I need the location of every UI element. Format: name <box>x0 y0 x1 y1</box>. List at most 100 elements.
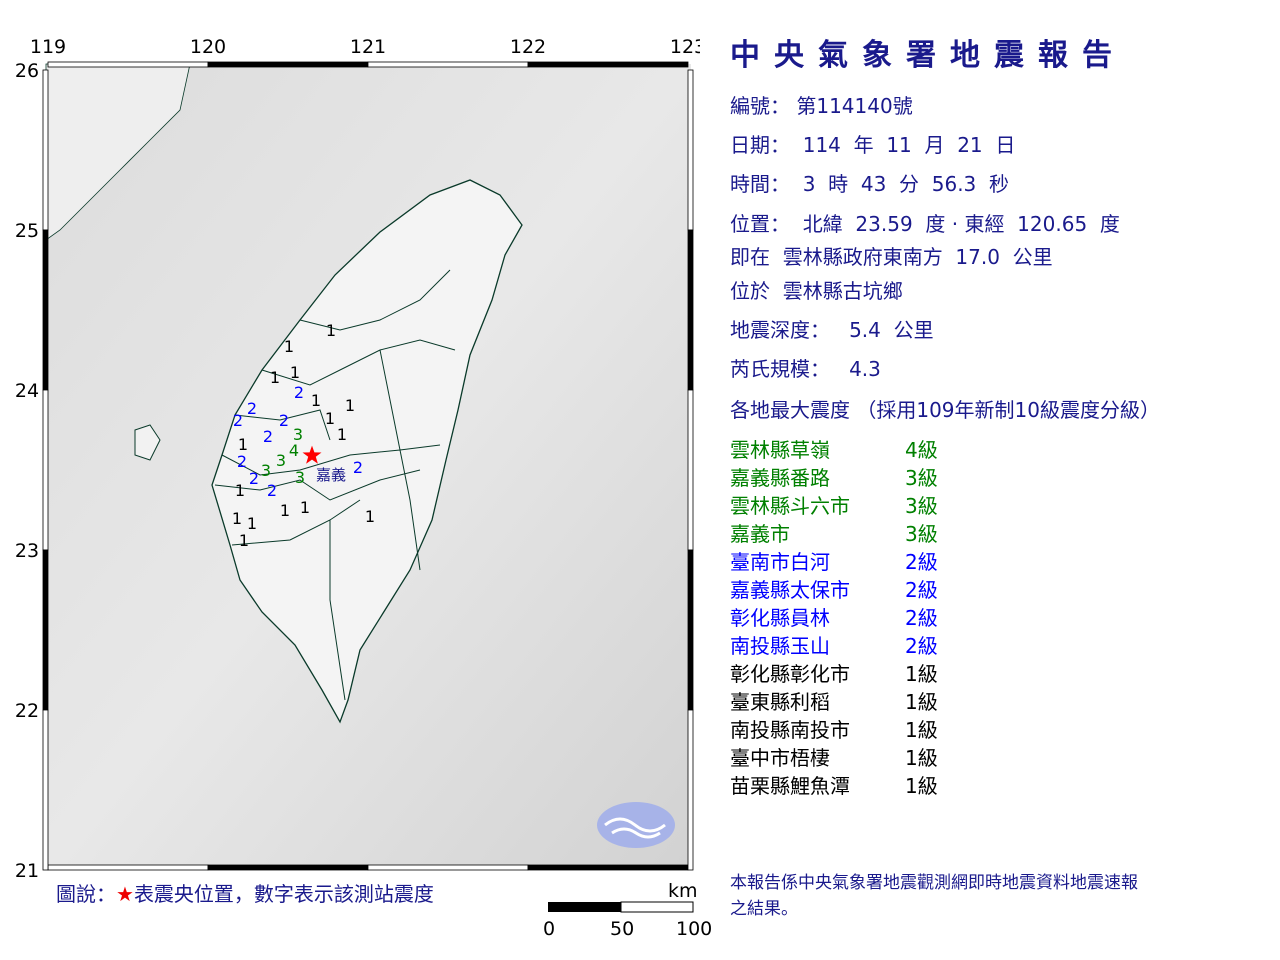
frame-bar-left <box>42 389 49 551</box>
earthquake-map: 119120121122123262524232221 111121112222… <box>15 36 700 913</box>
intensity-row: 彰化縣彰化市 1級 <box>730 658 1030 687</box>
frame-bar-left <box>42 709 49 871</box>
station-intensity: 1 <box>232 509 242 528</box>
lat-tick-label: 23 <box>15 540 39 562</box>
report-position: 位置： 北緯 23.59 度 · 東經 120.65 度 <box>730 212 1120 236</box>
frame-bar-right <box>687 69 694 231</box>
intensity-row: 臺南市白河 2級 <box>730 546 1030 575</box>
penghu-islands <box>134 424 161 461</box>
number-label: 編號： <box>730 94 790 118</box>
city-label-chiayi: 嘉義 <box>316 466 346 484</box>
station-intensity: 1 <box>300 498 310 517</box>
frame-bar-bottom <box>47 864 209 871</box>
star-icon: ★ <box>116 882 134 906</box>
intensity-level: 3級 <box>905 522 938 546</box>
scale-label-100: 100 <box>676 918 713 940</box>
taiwan-island <box>211 179 523 724</box>
station-intensity: 1 <box>326 321 336 340</box>
legend-text: 表震央位置，數字表示該測站震度 <box>133 882 434 906</box>
place-name: 臺南市白河 <box>730 550 830 574</box>
lon-tick-label: 119 <box>30 36 66 58</box>
lat-tick-label: 25 <box>15 220 39 242</box>
station-intensity: 1 <box>290 363 300 382</box>
station-intensity: 4 <box>289 441 299 460</box>
intensity-row: 南投縣南投市 1級 <box>730 714 1030 743</box>
frame-bar-bottom <box>207 864 369 871</box>
station-intensity: 2 <box>263 427 273 446</box>
intensity-level: 2級 <box>905 606 938 630</box>
intensity-level: 3級 <box>905 494 938 518</box>
lat-tick-label: 22 <box>15 700 39 722</box>
lon-tick-label: 122 <box>510 36 546 58</box>
frame-bar-left <box>42 549 49 711</box>
station-intensity: 1 <box>284 337 294 356</box>
intensity-row: 雲林縣斗六市 3級 <box>730 490 1030 519</box>
scale-label-50: 50 <box>610 918 635 940</box>
station-intensity: 2 <box>249 469 259 488</box>
station-intensity: 3 <box>293 425 303 444</box>
county-boundaries <box>214 269 456 701</box>
lon-tick-label: 121 <box>350 36 386 58</box>
place-name: 彰化縣員林 <box>730 606 830 630</box>
place-name: 彰化縣彰化市 <box>730 662 850 686</box>
station-intensity: 1 <box>238 435 248 454</box>
station-intensity: 1 <box>235 481 245 500</box>
intensity-level: 1級 <box>905 774 938 798</box>
place-name: 南投縣玉山 <box>730 634 830 658</box>
place-name: 苗栗縣鯉魚潭 <box>730 774 850 798</box>
lat-tick-label: 26 <box>15 60 39 82</box>
station-intensity: 1 <box>239 531 249 550</box>
station-intensity: 2 <box>247 399 257 418</box>
station-intensity: 3 <box>261 461 271 480</box>
intensity-level: 2級 <box>905 578 938 602</box>
intensity-level: 1級 <box>905 746 938 770</box>
intensity-row: 彰化縣員林 2級 <box>730 602 1030 631</box>
china-coast <box>45 63 191 241</box>
intensity-row: 南投縣玉山 2級 <box>730 630 1030 659</box>
scale-label-0: 0 <box>543 918 556 940</box>
intensity-row: 雲林縣草嶺 4級 <box>730 434 1030 463</box>
frame-bar-top <box>527 61 689 68</box>
intensity-row: 苗栗縣鯉魚潭 1級 <box>730 770 1030 799</box>
intensity-level: 3級 <box>905 466 938 490</box>
legend-prefix: 圖說： <box>56 882 116 906</box>
map-frame <box>42 61 694 871</box>
station-intensity: 1 <box>325 409 335 428</box>
frame-bar-left <box>42 69 49 231</box>
report-depth: 地震深度： 5.4 公里 <box>730 318 934 342</box>
frame-bar-right <box>687 389 694 551</box>
report-located-in: 位於 雲林縣古坑鄉 <box>730 279 903 303</box>
report-note: 本報告係中央氣象署地震觀測網即時地震資料地震速報之結果。 <box>730 873 1138 919</box>
intensity-level: 2級 <box>905 634 938 658</box>
place-name: 嘉義縣太保市 <box>730 578 850 602</box>
scale-unit: km <box>668 880 698 902</box>
intensity-level: 2級 <box>905 550 938 574</box>
frame-bar-top <box>47 61 209 68</box>
intensity-header: 各地最大震度 （採用109年新制10級震度分級） <box>730 398 1160 422</box>
report-relative-location: 即在 雲林縣政府東南方 17.0 公里 <box>730 245 1053 269</box>
station-intensity: 1 <box>365 507 375 526</box>
station-intensity: 1 <box>311 391 321 410</box>
station-intensity: 3 <box>276 451 286 470</box>
intensity-level: 1級 <box>905 690 938 714</box>
frame-bar-right <box>687 709 694 871</box>
report-date: 日期： 114 年 11 月 21 日 <box>730 133 1016 157</box>
epicenter-star-icon <box>302 445 322 464</box>
place-name: 雲林縣草嶺 <box>730 438 830 462</box>
intensity-row: 臺東縣利稻 1級 <box>730 686 1030 715</box>
station-intensity: 2 <box>279 411 289 430</box>
station-intensity: 1 <box>247 514 257 533</box>
station-intensity: 2 <box>233 411 243 430</box>
station-intensity: 2 <box>353 458 363 477</box>
frame-bar-right <box>687 229 694 391</box>
station-intensity: 2 <box>267 481 277 500</box>
station-intensity: 1 <box>345 396 355 415</box>
station-intensity: 2 <box>294 383 304 402</box>
report-title: 中央氣象署地震報告 <box>730 38 1126 73</box>
frame-bar-right <box>687 549 694 711</box>
frame-bar-bottom <box>527 864 689 871</box>
frame-bar-top <box>367 61 529 68</box>
frame-bar-left <box>42 229 49 391</box>
lat-tick-label: 21 <box>15 860 39 882</box>
place-name: 南投縣南投市 <box>730 718 850 742</box>
